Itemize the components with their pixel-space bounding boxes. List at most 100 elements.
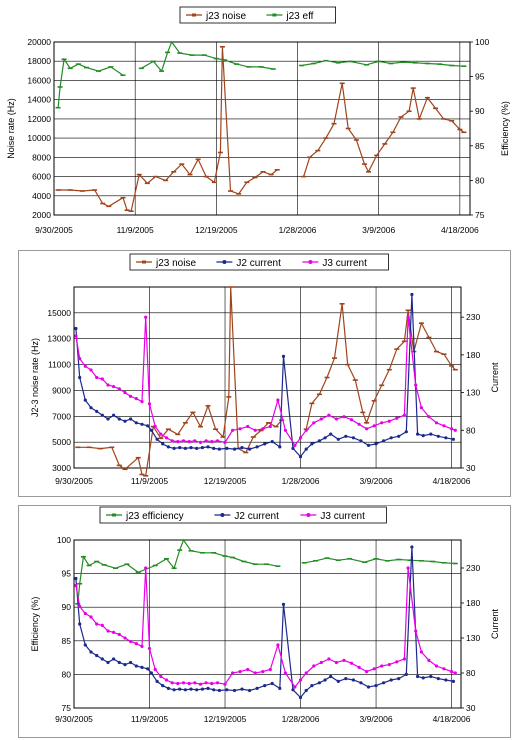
data-point — [312, 664, 316, 668]
data-point — [427, 415, 431, 419]
data-point — [106, 660, 110, 665]
data-point — [212, 688, 216, 692]
data-point — [268, 667, 272, 672]
data-point — [283, 671, 287, 675]
data-point — [140, 644, 144, 649]
data-point — [74, 326, 78, 331]
data-point — [382, 681, 386, 685]
data-point — [100, 657, 104, 661]
data-point — [193, 681, 197, 685]
data-point — [206, 445, 210, 449]
data-point — [261, 670, 265, 674]
data-point — [225, 688, 229, 692]
data-point — [372, 424, 376, 428]
data-point — [344, 677, 348, 681]
data-point — [427, 658, 431, 663]
data-point — [83, 398, 87, 402]
data-point — [95, 409, 99, 413]
legend: j23 noise j23 eff — [179, 6, 337, 24]
data-point — [270, 681, 274, 686]
data-point — [232, 447, 237, 451]
data-point — [410, 292, 414, 297]
y-tick-label: 18000 — [27, 56, 51, 66]
series-j2-current — [74, 545, 455, 700]
y-tick-label: 16000 — [27, 75, 51, 85]
data-point — [298, 695, 303, 700]
data-point — [106, 629, 110, 633]
data-point — [144, 566, 148, 570]
y2-tick-label: 90 — [475, 106, 485, 116]
data-point — [374, 684, 378, 688]
legend-entry-j23-noise: j23 noise — [186, 11, 246, 22]
y2-tick-label: 230 — [466, 312, 480, 322]
data-point — [334, 417, 338, 421]
data-point — [206, 686, 210, 691]
data-point — [293, 685, 297, 689]
data-point — [366, 443, 371, 447]
data-point — [217, 688, 221, 693]
data-point — [170, 439, 174, 443]
series-j2-current — [74, 292, 455, 459]
y2-axis-label: Current — [490, 608, 500, 639]
data-point — [217, 447, 221, 451]
data-point — [181, 681, 186, 685]
data-point — [434, 421, 439, 425]
x-tick-label: 9/30/2005 — [55, 476, 93, 486]
data-point — [187, 681, 191, 686]
data-point — [327, 413, 331, 417]
data-point — [380, 664, 384, 668]
data-point — [195, 688, 199, 692]
chart-2: 3000 5000 7000 9000 11000 13000 15000 30 80 130 18… — [30, 253, 500, 486]
data-point — [342, 658, 346, 663]
data-point — [404, 672, 408, 677]
data-point — [351, 678, 355, 682]
y2-tick-label: 130 — [466, 633, 480, 643]
x-tick-label: 12/19/2005 — [204, 476, 247, 486]
y2-tick-label: 100 — [475, 37, 489, 47]
x-tick-label: 4/18/2006 — [433, 714, 471, 724]
data-point — [181, 439, 186, 443]
data-point — [240, 446, 244, 450]
y2-tick-label: 30 — [466, 463, 476, 473]
data-point — [215, 439, 220, 443]
legend-label: J2 current — [234, 511, 279, 522]
series-j23-eff — [55, 40, 467, 109]
data-point — [100, 623, 104, 628]
data-point — [147, 402, 152, 406]
data-point — [444, 678, 448, 682]
data-point — [414, 629, 418, 633]
data-point — [204, 439, 208, 443]
y-tick-label: 20000 — [27, 37, 51, 47]
data-point — [344, 434, 348, 438]
data-point — [429, 674, 433, 679]
y-tick-label: 15000 — [47, 308, 71, 318]
series-j3-current — [74, 566, 457, 689]
data-point — [74, 583, 78, 588]
data-point — [172, 688, 176, 692]
data-point — [112, 630, 116, 635]
data-point — [83, 364, 87, 368]
x-tick-label: 9/30/2005 — [55, 714, 93, 724]
data-point — [372, 667, 376, 671]
data-point — [183, 446, 187, 450]
y2-tick-label: 85 — [475, 141, 485, 151]
legend-label: J3 current — [320, 511, 365, 522]
data-point — [253, 428, 257, 432]
data-point — [304, 688, 308, 693]
data-point — [74, 576, 78, 581]
data-point — [129, 639, 133, 644]
data-point — [78, 357, 82, 361]
legend-entry-j3-current: J3 current — [300, 511, 365, 522]
data-point — [176, 681, 180, 686]
y2-tick-label: 80 — [475, 175, 485, 185]
data-point — [225, 446, 229, 450]
data-point — [240, 687, 244, 691]
data-point — [359, 439, 363, 443]
y-tick-label: 80 — [62, 669, 72, 679]
y-tick-label: 90 — [62, 602, 72, 612]
data-point — [323, 436, 327, 440]
data-point — [276, 643, 280, 647]
data-point — [238, 670, 242, 674]
data-point — [100, 377, 104, 381]
legend-entry-j23-noise: j23 noise — [136, 258, 196, 269]
